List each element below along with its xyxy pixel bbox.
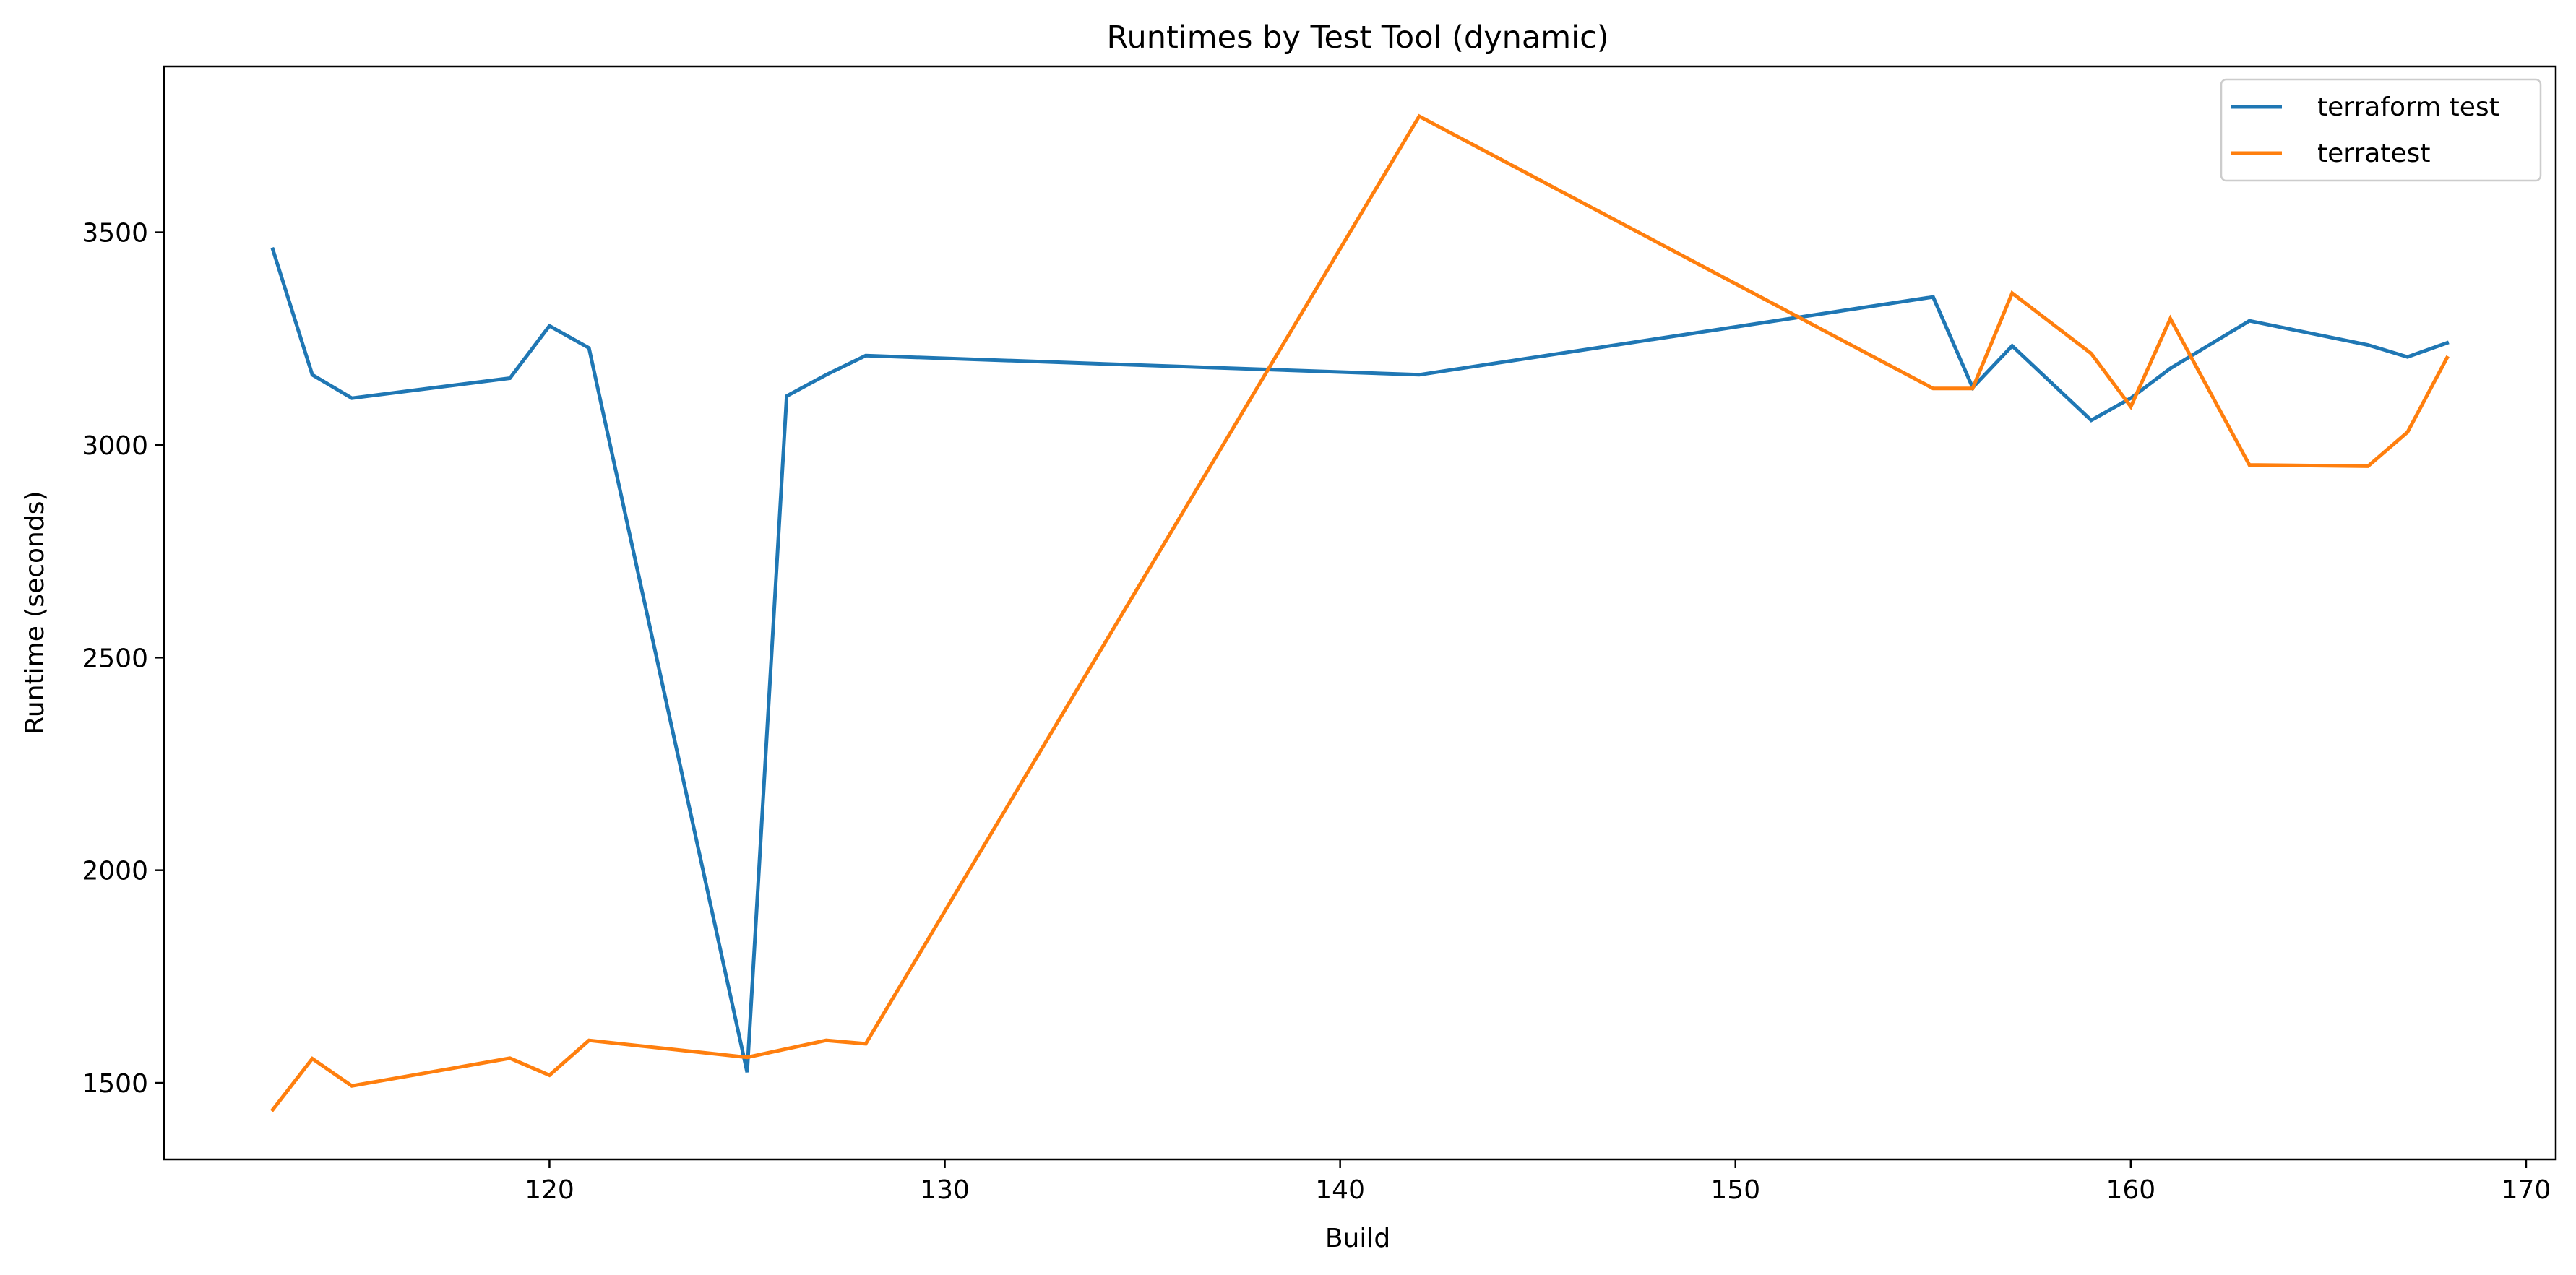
x-axis-title: Build (1325, 1224, 1390, 1253)
legend-label-terratest: terratest (2317, 139, 2430, 168)
x-tick-label: 150 (1710, 1175, 1760, 1205)
legend-box (2220, 78, 2542, 182)
y-tick-label: 3000 (82, 431, 148, 461)
x-tick-label: 130 (920, 1175, 970, 1205)
chart-title: Runtimes by Test Tool (dynamic) (1107, 20, 1609, 56)
plot-frame (163, 65, 2557, 1161)
x-tick-label: 140 (1315, 1175, 1365, 1205)
plot-area (164, 66, 2556, 1159)
y-axis-ticks: 1500 2000 2500 3000 3500 (82, 219, 164, 1099)
x-tick-label: 160 (2106, 1175, 2156, 1205)
y-tick-label: 1500 (82, 1069, 148, 1099)
x-axis-ticks: 120 130 140 150 160 170 (525, 1159, 2551, 1205)
y-tick-label: 2000 (82, 857, 148, 886)
x-tick-label: 120 (525, 1175, 574, 1205)
y-tick-label: 2500 (82, 644, 148, 673)
legend: terraform test terratest (2220, 78, 2542, 182)
series-line-terratest (270, 113, 2450, 1112)
legend-label-terraform-test: terraform test (2317, 92, 2499, 122)
series-line-terraform-test (270, 246, 2450, 1073)
y-tick-label: 3500 (82, 219, 148, 248)
series-layer (270, 113, 2450, 1112)
y-axis-title: Runtime (seconds) (20, 490, 50, 734)
x-tick-label: 170 (2502, 1175, 2551, 1205)
